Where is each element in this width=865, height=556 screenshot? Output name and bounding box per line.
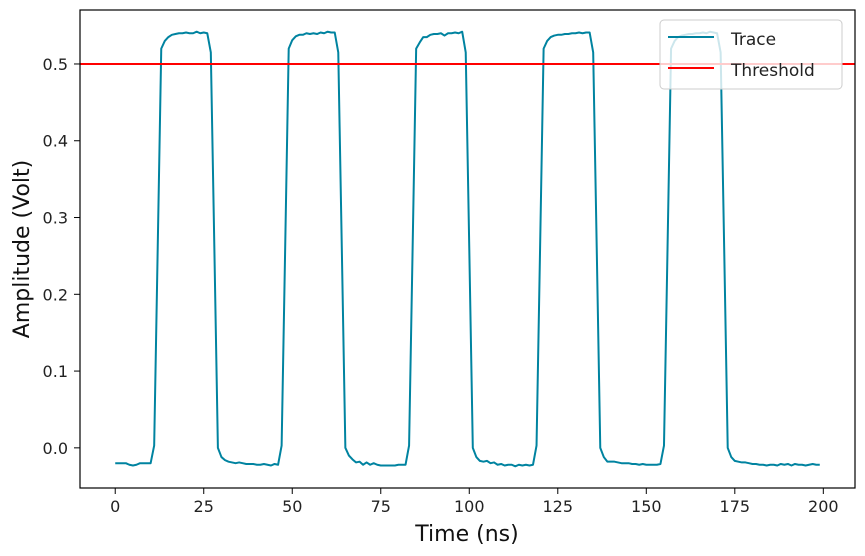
x-tick-label: 0	[110, 497, 120, 516]
x-tick-label: 75	[371, 497, 391, 516]
y-axis-label: Amplitude (Volt)	[10, 160, 35, 338]
x-tick-label: 125	[543, 497, 574, 516]
x-tick-label: 200	[808, 497, 839, 516]
legend: Trace Threshold	[659, 19, 843, 90]
x-tick-label: 175	[720, 497, 751, 516]
y-tick-label: 0.0	[43, 439, 68, 458]
y-tick-label: 0.3	[43, 209, 68, 228]
legend-trace-label: Trace	[730, 30, 776, 50]
x-tick-label: 50	[282, 497, 302, 516]
y-tick-label: 0.5	[43, 55, 68, 74]
x-axis-label: Time (ns)	[414, 522, 518, 547]
plot-area	[80, 30, 855, 468]
x-axis: 0 25 50 75 100 125 150 175 200	[110, 488, 839, 516]
axes-frame	[79, 9, 856, 489]
y-tick-label: 0.2	[43, 285, 68, 304]
x-tick-label: 150	[631, 497, 662, 516]
y-tick-label: 0.1	[43, 362, 68, 381]
x-tick-label: 25	[194, 497, 214, 516]
x-tick-label: 100	[454, 497, 485, 516]
legend-threshold-label: Threshold	[730, 61, 815, 81]
y-axis: 0.0 0.1 0.2 0.3 0.4 0.5	[43, 55, 80, 458]
y-tick-label: 0.4	[43, 132, 68, 151]
trace-line	[115, 30, 820, 468]
